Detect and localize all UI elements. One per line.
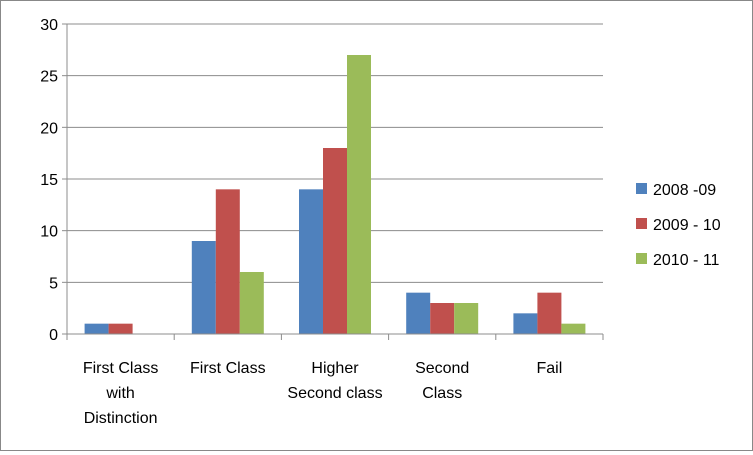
bar: [561, 323, 586, 334]
bar: [299, 189, 323, 334]
y-tick-label: 20: [40, 120, 58, 137]
x-tick-label: with: [105, 385, 134, 402]
x-tick-label: Class: [422, 385, 462, 402]
bar: [239, 272, 264, 334]
legend-swatch: [636, 218, 647, 229]
bar: [537, 292, 562, 334]
bar: [513, 313, 538, 334]
bar: [108, 323, 133, 334]
legend-label: 2010 - 11: [653, 252, 720, 269]
legend: 2008 -09 2009 - 10 2010 - 11: [636, 182, 721, 269]
y-tick-label: 25: [40, 69, 58, 86]
x-tick-label: Higher: [311, 360, 359, 377]
y-axis-ticks: 0 5 10 15 20 25 30: [40, 17, 58, 344]
y-tick-label: 5: [49, 275, 58, 292]
x-tick-label: Second: [415, 360, 469, 377]
legend-label: 2008 -09: [653, 182, 716, 199]
bars: [84, 55, 586, 334]
x-tick-label: First Class: [83, 360, 159, 377]
y-tick-label: 30: [40, 17, 58, 34]
axes: [62, 23, 604, 340]
x-tick-label: Distinction: [84, 410, 158, 427]
bar: [84, 323, 109, 334]
legend-label: 2009 - 10: [653, 217, 721, 234]
legend-swatch: [636, 253, 647, 264]
y-tick-label: 10: [40, 224, 58, 241]
y-tick-label: 0: [49, 327, 58, 344]
legend-swatch: [636, 183, 647, 194]
bar: [191, 241, 216, 334]
bar: [454, 303, 479, 334]
bar: [406, 292, 431, 334]
x-tick-label: Fail: [537, 360, 563, 377]
x-tick-label: First Class: [190, 360, 266, 377]
y-tick-label: 15: [40, 172, 58, 189]
bar: [430, 303, 455, 334]
bar: [323, 148, 347, 334]
x-axis-labels: First Class with Distinction First Class Hig…: [83, 360, 562, 427]
bar: [215, 189, 240, 334]
bar: [347, 55, 371, 334]
x-tick-label: Second class: [287, 385, 382, 402]
